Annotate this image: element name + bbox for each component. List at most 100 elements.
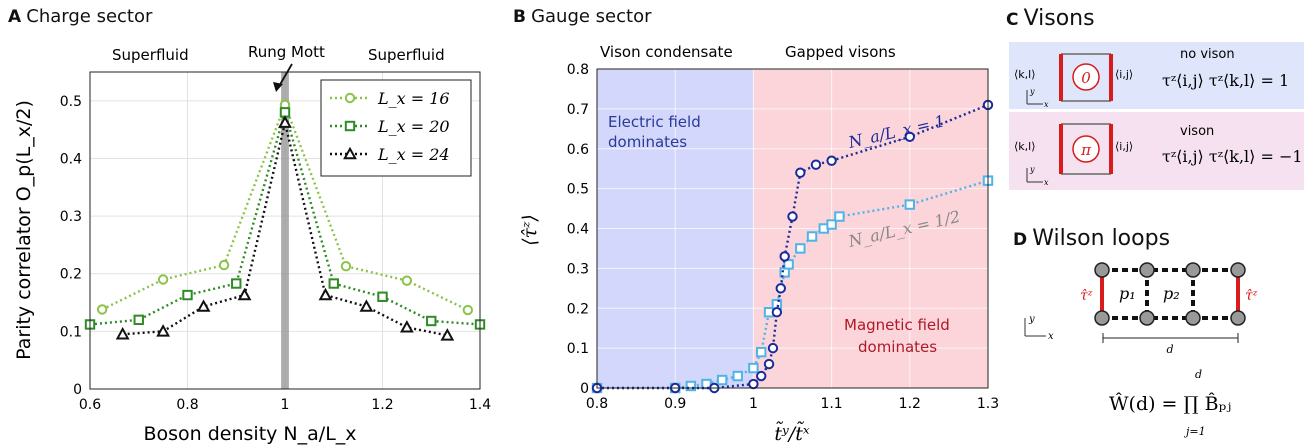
point-b-0-9: [779, 251, 790, 262]
wilson-sites: [1094, 262, 1246, 326]
panel-letter-c: C: [1006, 10, 1019, 30]
panel-letter-a: A: [8, 7, 22, 27]
y-tick-b-2: 0.2: [567, 301, 589, 317]
no-vison-equation: τᶻ⟨i,j⟩ τᶻ⟨k,l⟩ = 1: [1162, 71, 1289, 90]
svg-text:y: y: [1029, 165, 1035, 174]
vison-equation: τᶻ⟨i,j⟩ τᶻ⟨k,l⟩ = −1: [1162, 147, 1303, 166]
tau-right: τ̂ᶻ: [1245, 288, 1258, 304]
legend-marker-1: [344, 120, 356, 132]
svg-text:x: x: [1044, 178, 1049, 187]
panel-title-c: Visons: [1023, 6, 1095, 31]
point-a-1-3: [231, 278, 242, 289]
legend-label-1: L_x = 20: [377, 117, 450, 136]
flux-circle-zero: [1072, 63, 1100, 91]
axes-icon-d: x y: [1024, 314, 1054, 342]
point-b-1-12: [795, 243, 806, 254]
point-b-0-8: [775, 283, 786, 294]
point-a-2-2: [196, 299, 211, 312]
y-tick-a-4: 0.4: [60, 151, 82, 167]
panel-d-header: D Wilson loops: [1013, 226, 1170, 251]
panel-a-header: A Charge sector: [8, 6, 152, 27]
panel-letter-b: B: [513, 7, 526, 27]
point-b-1-13: [806, 231, 818, 242]
point-b-1-11: [783, 259, 794, 270]
rung-mott-band: [281, 72, 289, 389]
rung-mott-arrowhead: [273, 82, 283, 92]
point-b-1-7: [756, 346, 767, 358]
plaquette-p2: p₂: [1163, 284, 1180, 303]
x-tick-b-4: 1.2: [899, 396, 921, 412]
point-b-1-6: [748, 362, 759, 374]
x-tick-a-1: 0.8: [176, 397, 198, 413]
point-a-1-5: [328, 278, 339, 289]
point-b-0-7: [771, 307, 783, 318]
x-tick-a-2: 1: [281, 397, 290, 413]
no-vison-label: no vison: [1180, 47, 1235, 62]
y-tick-a-0: 0: [73, 382, 82, 398]
y-tick-b-5: 0.5: [567, 182, 589, 198]
site-kl-top: ⟨k,l⟩: [1014, 68, 1036, 81]
y-tick-a-2: 0.2: [60, 267, 82, 283]
plot-frame-b: [596, 68, 989, 389]
y-axis-label-b: ⟨τ̂ᶻ⟩: [519, 214, 541, 246]
flux-symbol-pi: π: [1080, 141, 1092, 159]
panel-title-d: Wilson loops: [1032, 226, 1171, 251]
y-tick-b-0: 0: [580, 381, 589, 397]
svg-text:x: x: [1048, 331, 1054, 342]
plot-frame-a: [89, 71, 481, 390]
panel-letter-d: D: [1013, 230, 1028, 250]
x-tick-b-2: 1: [749, 396, 758, 412]
vison-label: vison: [1180, 124, 1214, 139]
point-b-1-16: [834, 211, 845, 222]
point-a-0-4: [340, 261, 352, 272]
point-a-2-1: [156, 324, 171, 337]
svg-text:x: x: [1044, 100, 1049, 109]
y-tick-a-1: 0.1: [60, 324, 82, 340]
x-tick-a-0: 0.6: [79, 397, 101, 413]
no-vison-box: [1009, 42, 1304, 109]
electric-label-1: Electric field: [608, 113, 701, 131]
point-b-1-2: [685, 380, 697, 392]
flux-circle-pi: [1072, 135, 1100, 163]
site-ij-bottom: ⟨i,j⟩: [1115, 140, 1133, 153]
point-a-2-6: [359, 299, 374, 312]
vison-box: [1009, 112, 1304, 190]
point-a-2-3: [237, 287, 252, 301]
region-gapped-visons: Gapped visons: [785, 43, 896, 61]
point-a-1-6: [377, 291, 388, 302]
svg-text:y: y: [1028, 314, 1035, 325]
tau-left: τ̂ᶻ: [1080, 288, 1093, 304]
series-line-a-2: [122, 122, 448, 337]
point-a-2-4: [278, 115, 292, 128]
distance-label: d: [1166, 343, 1173, 356]
series-line-b-0: [597, 103, 989, 390]
y-tick-b-3: 0.3: [567, 261, 589, 277]
x-tick-b-5: 1.3: [977, 396, 999, 412]
point-a-0-2: [218, 259, 230, 271]
legend-marker-0: [344, 92, 356, 104]
legend-label-0: L_x = 16: [377, 89, 450, 108]
x-axis-label-a: Boson density N_a/L_x: [143, 423, 356, 445]
point-a-2-0: [115, 326, 130, 340]
y-tick-b-1: 0.1: [567, 341, 589, 357]
x-tick-b-0: 0.8: [586, 396, 608, 412]
x-tick-a-3: 1.2: [371, 397, 393, 413]
x-tick-a-4: 1.4: [469, 397, 491, 413]
y-tick-a-3: 0.3: [60, 209, 82, 225]
x-tick-b-3: 1.1: [820, 396, 842, 412]
legend-marker-2: [343, 146, 357, 160]
point-a-0-6: [462, 304, 474, 316]
y-tick-a-5: 0.5: [60, 94, 82, 110]
chart-a: 0.6 0.8 1 1.2 1.4 0 0.1 0.2 0.3 0.4 0.5 Superfluid…: [13, 43, 491, 445]
point-b-1-15: [826, 219, 837, 230]
point-b-0-12: [810, 159, 822, 170]
point-b-1-17: [904, 199, 915, 210]
chart-b: 0.8 0.9 1 1.1 1.2 1.3 0 0.1 0.2 0.3 0.4 0.5 0.6 0.7 0.…: [519, 43, 999, 445]
point-a-1-2: [182, 289, 193, 301]
svg-text:y: y: [1029, 87, 1035, 96]
y-tick-b-4: 0.4: [567, 222, 589, 238]
electric-label-2: dominates: [608, 133, 687, 151]
panel-title-b: Gauge sector: [531, 6, 652, 27]
point-b-0-13: [826, 155, 837, 166]
